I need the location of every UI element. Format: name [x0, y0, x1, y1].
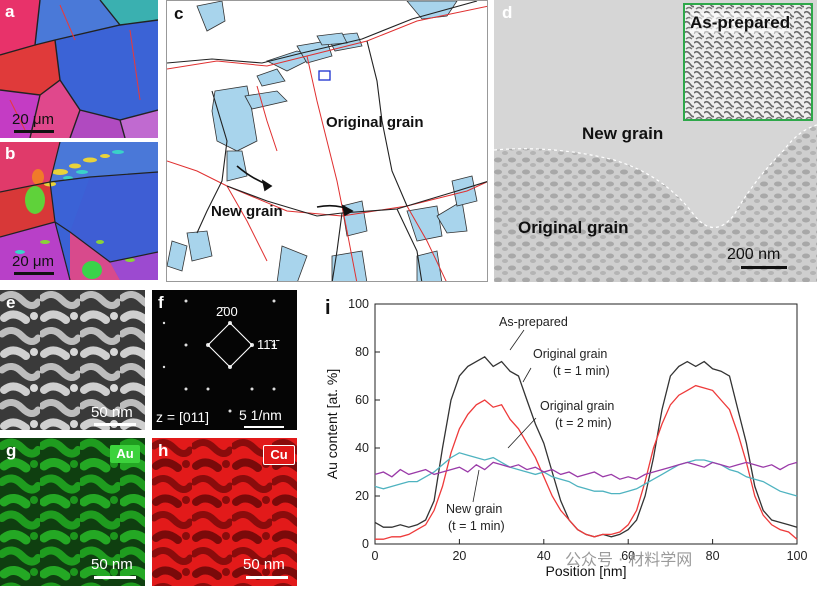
panel-e-image — [0, 290, 145, 430]
panel-b-label: b — [5, 144, 16, 163]
panel-f-label: f — [158, 293, 164, 312]
panel-f-scale-text: 5 1/nm — [239, 407, 282, 423]
y-tick-label-2: 40 — [355, 441, 369, 455]
annotation-new-line2: (t = 1 min) — [448, 519, 505, 533]
panel-c-image — [167, 1, 487, 281]
annotation-new-line1: New grain — [446, 502, 502, 516]
panel-f-scalebar — [244, 426, 284, 428]
panel-a-scale-text: 20 μm — [12, 111, 54, 128]
panel-d-image — [494, 0, 817, 282]
panel-d-original-grain-label: Original grain — [518, 218, 629, 237]
panel-a-label: a — [5, 2, 15, 21]
series-line-orig2 — [374, 452, 798, 497]
panel-e-label: e — [6, 293, 16, 312]
annotation-as-prepared: As-prepared — [499, 315, 568, 329]
x-axis-label: Position [nm] — [546, 563, 627, 579]
panel-c-new-grain-label: New grain — [211, 203, 283, 220]
annotation-pointer-orig2 — [507, 417, 537, 449]
panel-b-ebsd-map: b 20 μm — [0, 142, 158, 280]
panel-f-diffraction-pattern: f 2̄00 11̄1̄ z = [011] 5 1/nm — [152, 290, 297, 430]
panel-f-image — [162, 299, 276, 413]
panel-d-scalebar — [741, 266, 787, 269]
panel-g-scale-text: 50 nm — [91, 556, 133, 573]
panel-a-image — [0, 0, 158, 138]
panel-a-scalebar — [14, 130, 54, 133]
x-tick-label-1: 20 — [452, 549, 466, 563]
panel-h-label: h — [158, 441, 169, 460]
panel-g-scalebar — [94, 576, 136, 579]
panel-g-element-badge: Au — [110, 445, 140, 463]
au-content-line-chart: 0 20 40 60 80 100 0 20 40 60 80 100 Au content [at.… — [324, 297, 808, 579]
panel-h-cu-eds-map: h Cu 50 nm — [152, 438, 297, 586]
x-tick-label-0: 0 — [372, 549, 379, 563]
annotation-orig1-line2: (t = 1 min) — [553, 364, 610, 378]
y-tick-label-0: 0 — [362, 537, 369, 551]
y-tick-label-5: 100 — [348, 297, 369, 311]
y-tick-label-1: 20 — [355, 489, 369, 503]
panel-d-new-grain-label: New grain — [582, 124, 664, 143]
panel-d-label: d — [502, 3, 513, 22]
panel-h-scalebar — [246, 576, 288, 579]
panel-c-label: c — [174, 4, 184, 23]
panel-h-element-badge: Cu — [263, 445, 295, 465]
panel-b-scalebar — [14, 272, 54, 275]
panel-f-zone-axis: z = [011] — [156, 409, 210, 425]
x-tick-label-4: 80 — [706, 549, 720, 563]
annotation-pointer-as-prepared — [509, 329, 525, 351]
panel-h-scale-text: 50 nm — [243, 556, 285, 573]
x-tick-label-5: 100 — [787, 549, 808, 563]
panel-d-inset-label: As-prepared — [690, 13, 791, 33]
panel-a-ebsd-map: a 20 μm — [0, 0, 158, 138]
panel-e-haadf-image: e 50 nm — [0, 290, 145, 430]
annotation-orig2-line1: Original grain — [540, 399, 614, 413]
series-line-new — [374, 461, 798, 480]
panel-i-chart: i 0 20 40 60 80 100 0 20 40 60 80 100 Au content [a… — [303, 290, 817, 589]
x-tick-label-3: 60 — [621, 549, 635, 563]
panel-b-scale-text: 20 μm — [12, 253, 54, 270]
y-tick-label-3: 60 — [355, 393, 369, 407]
panel-g-label: g — [6, 441, 17, 460]
panel-c-original-grain-label: Original grain — [326, 114, 424, 131]
annotation-orig1-line1: Original grain — [533, 347, 607, 361]
watermark: 公众号 · 材料学网 — [565, 550, 693, 569]
panel-i-label: i — [325, 297, 331, 319]
series-line-orig1 — [375, 384, 798, 540]
panel-d-tem-image: d As-prepared New grain Original grain 2… — [494, 0, 817, 282]
annotation-orig2-line2: (t = 2 min) — [555, 416, 612, 430]
plot-area — [374, 303, 798, 545]
panel-d-scale-text: 200 nm — [727, 246, 781, 263]
y-axis-label: Au content [at. %] — [324, 369, 340, 480]
panel-e-scale-text: 50 nm — [91, 404, 133, 421]
panel-c-boundary-map: c Original grain New grain — [166, 0, 488, 282]
panel-f-spot-200: 2̄00 — [216, 304, 238, 319]
annotation-pointer-new — [472, 469, 480, 503]
y-tick-label-4: 80 — [355, 345, 369, 359]
panel-g-au-eds-map: g Au 50 nm — [0, 438, 145, 586]
panel-e-scalebar — [94, 423, 136, 426]
panel-f-spot-111: 11̄1̄ — [257, 337, 278, 352]
panel-b-image — [0, 142, 158, 280]
x-tick-label-2: 40 — [537, 549, 551, 563]
annotation-pointer-orig1 — [522, 367, 532, 383]
series-line-as_prepared — [374, 355, 798, 538]
